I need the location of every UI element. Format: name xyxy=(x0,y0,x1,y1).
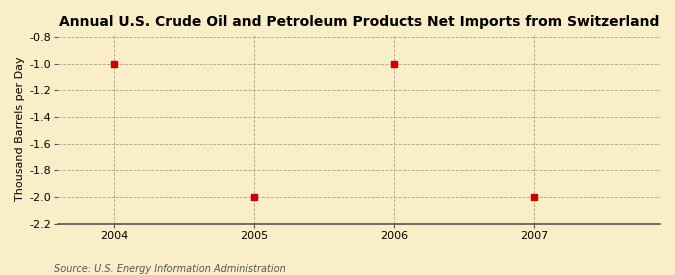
Title: Annual U.S. Crude Oil and Petroleum Products Net Imports from Switzerland: Annual U.S. Crude Oil and Petroleum Prod… xyxy=(59,15,659,29)
Text: Source: U.S. Energy Information Administration: Source: U.S. Energy Information Administ… xyxy=(54,264,286,274)
Y-axis label: Thousand Barrels per Day: Thousand Barrels per Day xyxy=(15,57,25,201)
